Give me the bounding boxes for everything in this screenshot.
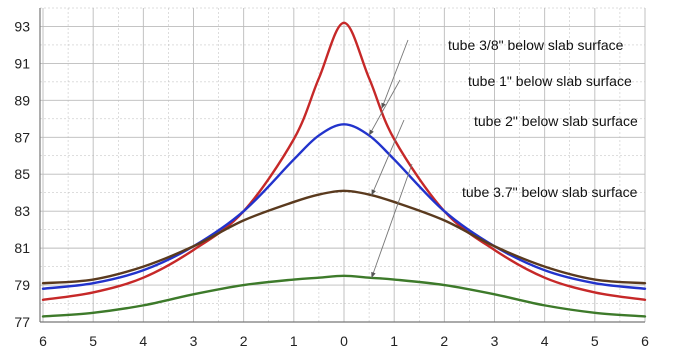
annotation-arrowhead — [381, 102, 386, 109]
annotation-arrowhead — [369, 129, 374, 136]
x-tick-label: 2 — [440, 333, 448, 349]
y-tick-label: 77 — [14, 314, 30, 330]
annotation-label: tube 3.7" below slab surface — [462, 184, 638, 200]
annotation-leader-line — [371, 163, 413, 279]
x-tick-label: 5 — [89, 333, 97, 349]
y-tick-label: 91 — [14, 55, 30, 71]
y-tick-label: 87 — [14, 129, 30, 145]
y-tick-label: 81 — [14, 240, 30, 256]
axes — [39, 8, 645, 323]
annotation-leader-line — [371, 119, 405, 196]
x-tick-label: 5 — [591, 333, 599, 349]
series-3-7in-line — [41, 274, 647, 318]
y-tick-label: 85 — [14, 166, 30, 182]
x-tick-label: 1 — [390, 333, 398, 349]
x-tick-label: 3 — [491, 333, 499, 349]
x-tick-label: 4 — [139, 333, 147, 349]
x-tick-label: 1 — [290, 333, 298, 349]
annotation-leader-line — [368, 79, 401, 136]
series-1in-line — [41, 123, 647, 290]
x-tick-label: 6 — [641, 333, 649, 349]
x-tick-label: 3 — [190, 333, 198, 349]
y-tick-labels: 77 79 81 83 85 87 89 91 93 — [14, 18, 30, 330]
series-3-8in-line — [41, 21, 647, 302]
annotation-label: tube 3/8" below slab surface — [448, 37, 624, 53]
x-tick-labels: 6 5 4 3 2 1 0 1 2 3 4 5 6 — [39, 333, 649, 349]
annotation-label: tube 2" below slab surface — [474, 113, 638, 129]
y-tick-label: 83 — [14, 203, 30, 219]
series-lines — [41, 21, 647, 318]
x-tick-label: 4 — [541, 333, 549, 349]
annotation-leader-line — [381, 39, 409, 109]
grid — [40, 7, 646, 323]
annotation-label: tube 1" below slab surface — [468, 73, 632, 89]
annotations: tube 3/8" below slab surface tube 1" belo… — [368, 37, 638, 279]
annotation-arrowhead — [371, 271, 376, 278]
x-tick-label: 6 — [39, 333, 47, 349]
y-tick-label: 93 — [14, 18, 30, 34]
y-tick-label: 79 — [14, 277, 30, 293]
annotation-arrowhead — [371, 189, 376, 196]
x-tick-label: 2 — [240, 333, 248, 349]
y-tick-label: 89 — [14, 92, 30, 108]
series-2in-line — [41, 189, 647, 285]
x-tick-label: 0 — [340, 333, 348, 349]
